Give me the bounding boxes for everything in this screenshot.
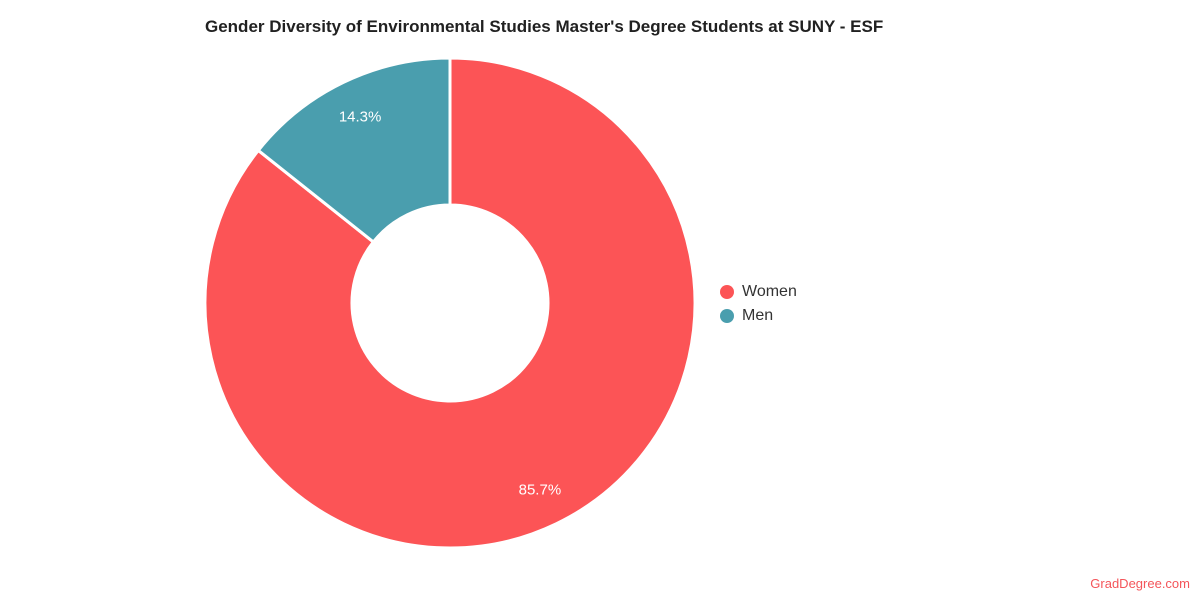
- legend-item-men[interactable]: Men: [720, 304, 797, 328]
- pie-slice-women[interactable]: [203, 56, 697, 550]
- chart-legend: Women Men: [720, 280, 797, 328]
- slice-label-men: 14.3%: [339, 109, 382, 126]
- legend-item-women[interactable]: Women: [720, 280, 797, 304]
- chart-title: Gender Diversity of Environmental Studie…: [205, 17, 884, 36]
- legend-label: Women: [742, 283, 797, 300]
- slice-label-women: 85.7%: [519, 481, 562, 498]
- legend-marker-icon: [720, 309, 734, 323]
- legend-marker-icon: [720, 285, 734, 299]
- watermark-link[interactable]: GradDegree.com: [1090, 576, 1190, 591]
- pie-slice-men[interactable]: [256, 56, 452, 244]
- legend-label: Men: [742, 307, 774, 324]
